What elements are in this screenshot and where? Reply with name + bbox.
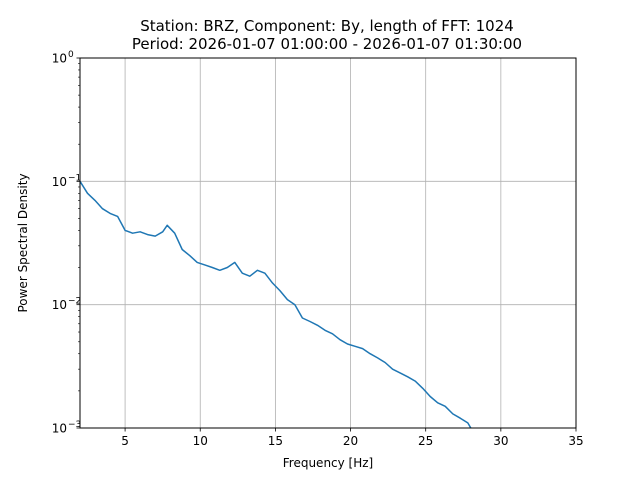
y-tick-exponent: −3	[68, 420, 81, 430]
chart-title: Station: BRZ, Component: By, length of F…	[140, 17, 514, 35]
y-tick-label: 10	[52, 52, 67, 66]
x-axis-ticks: 5 10 15 20 25 30 35	[121, 428, 584, 448]
chart-subtitle: Period: 2026-01-07 01:00:00 - 2026-01-07…	[132, 35, 522, 53]
x-tick-label: 10	[193, 434, 208, 448]
y-tick-label: 10	[52, 422, 67, 436]
plot-area-frame	[79, 57, 577, 429]
x-tick-label: 15	[268, 434, 283, 448]
data-series-layer	[79, 180, 472, 429]
x-tick-label: 25	[418, 434, 433, 448]
y-tick-exponent: −1	[68, 173, 81, 183]
x-tick-label: 35	[568, 434, 583, 448]
y-tick-exponent: 0	[68, 50, 74, 60]
y-tick-label: 10	[52, 298, 67, 312]
x-axis-label: Frequency [Hz]	[283, 456, 374, 470]
psd-series-line	[79, 180, 472, 429]
grid-lines	[80, 57, 577, 429]
x-tick-label: 20	[343, 434, 358, 448]
y-tick-label: 10	[52, 175, 67, 189]
y-axis-label: Power Spectral Density	[16, 173, 30, 312]
x-tick-label: 5	[121, 434, 129, 448]
x-tick-label: 30	[493, 434, 508, 448]
y-tick-exponent: −2	[68, 297, 81, 307]
